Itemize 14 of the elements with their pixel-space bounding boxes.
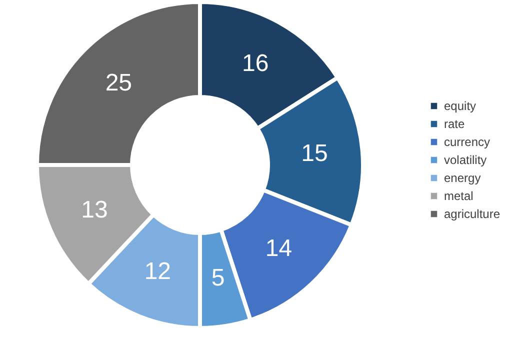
data-label: 16 [242,50,269,78]
data-label: 15 [301,140,328,168]
data-label: 13 [81,196,108,224]
data-label: 25 [105,70,132,97]
legend-label: metal [444,189,474,203]
data-label: 5 [211,264,225,292]
data-label: 12 [144,258,172,285]
legend-label: volatility [444,153,487,167]
legend-label: equity [444,99,476,113]
data-label: 14 [265,234,292,262]
legend-label: rate [444,117,466,131]
legend-label: currency [444,135,490,149]
legend-label: energy [444,171,481,185]
legend-label: agriculture [444,207,500,221]
